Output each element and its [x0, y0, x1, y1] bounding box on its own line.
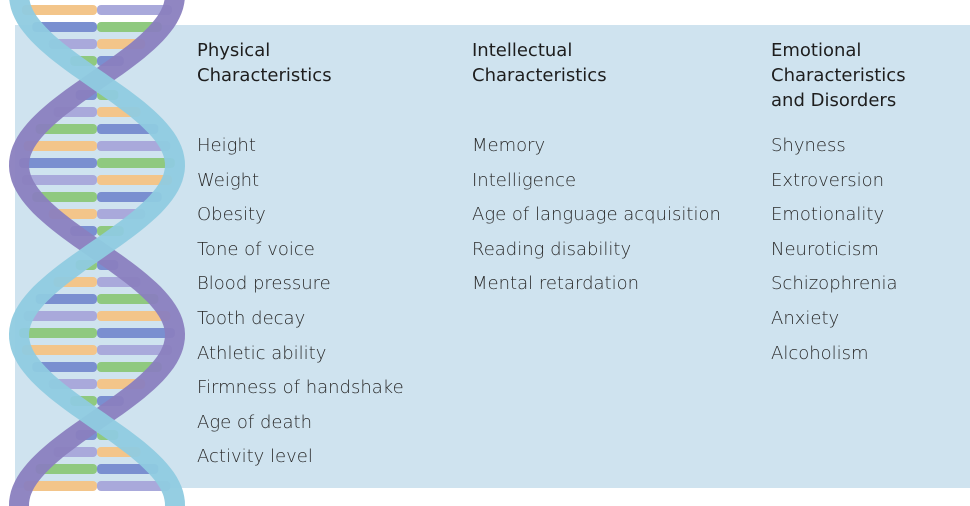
- list-item: Age of language acquisition: [472, 204, 721, 226]
- heading-line: and Disorders: [771, 90, 897, 111]
- list-item: Alcoholism: [771, 342, 869, 364]
- heading-line: Characteristics: [197, 65, 332, 86]
- base-pair: [97, 141, 171, 151]
- list-item: Athletic ability: [197, 342, 327, 364]
- list-item: Obesity: [197, 204, 266, 226]
- list-item: Reading disability: [472, 238, 632, 260]
- base-pair: [97, 192, 162, 202]
- dna-helix: [8, 0, 186, 506]
- item-list: Memory Intelligence Age of language acquis…: [472, 129, 721, 302]
- list-item: Anxiety: [771, 307, 840, 329]
- list-item: Mental retardation: [472, 273, 640, 295]
- list-item: Blood pressure: [197, 273, 331, 295]
- column: Intellectual Characteristics Memory Intelli…: [472, 38, 721, 302]
- item-list: Height Weight Obesity Tone of voice Blood pr…: [197, 129, 404, 475]
- background-panel: [15, 25, 970, 488]
- base-pair: [23, 141, 97, 151]
- column-heading: Emotional Characteristics and Disorders: [771, 38, 906, 113]
- base-pair: [97, 22, 162, 32]
- base-pair: [97, 311, 171, 321]
- list-item: Shyness: [771, 135, 846, 156]
- list-item: Extroversion: [771, 169, 885, 191]
- column: Emotional Characteristics and Disorders Shy…: [771, 38, 906, 371]
- base-pair: [23, 481, 97, 491]
- list-item: Activity level: [197, 446, 313, 468]
- base-pair: [97, 175, 173, 185]
- heading-line: Emotional: [771, 40, 862, 61]
- base-pair: [32, 192, 97, 202]
- item-list: Shyness Extroversion Emotionality Neurotici…: [771, 129, 906, 371]
- base-pair: [21, 5, 97, 15]
- list-item: Firmness of handshake: [197, 377, 404, 399]
- list-item: Height: [197, 135, 256, 156]
- base-pair: [97, 328, 175, 338]
- base-pair: [21, 175, 97, 185]
- base-pair: [97, 345, 173, 355]
- heading-line: Physical: [197, 40, 271, 61]
- base-pair: [32, 362, 97, 372]
- base-pair: [19, 328, 97, 338]
- list-item: Emotionality: [771, 204, 885, 226]
- base-pair: [21, 345, 97, 355]
- heading-line: Characteristics: [771, 65, 906, 86]
- list-item: Age of death: [197, 411, 312, 433]
- column-heading: Intellectual Characteristics: [472, 38, 721, 113]
- base-pair: [32, 22, 97, 32]
- base-pair: [19, 158, 97, 168]
- base-pair: [97, 362, 162, 372]
- column-heading: Physical Characteristics: [197, 38, 404, 113]
- list-item: Neuroticism: [771, 238, 879, 260]
- base-pair: [97, 481, 171, 491]
- column: Physical Characteristics Height Weight Obesi…: [197, 38, 404, 475]
- strand: [8, 0, 186, 506]
- list-item: Intelligence: [472, 169, 577, 191]
- base-pair: [97, 5, 173, 15]
- list-item: Tone of voice: [197, 238, 315, 260]
- list-item: Memory: [472, 135, 546, 156]
- base-pair: [97, 158, 175, 168]
- heading-line: Characteristics: [472, 65, 607, 86]
- list-item: Schizophrenia: [771, 273, 898, 295]
- list-item: Weight: [197, 169, 260, 191]
- list-item: Tooth decay: [197, 307, 306, 329]
- base-pair: [23, 311, 97, 321]
- heading-line: Intellectual: [472, 40, 573, 61]
